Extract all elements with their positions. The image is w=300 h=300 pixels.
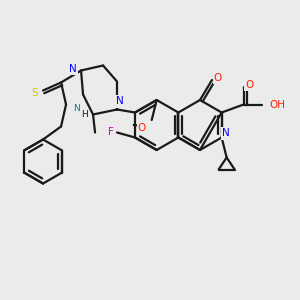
Text: N: N [116, 97, 124, 106]
Text: H: H [81, 110, 87, 119]
Text: O: O [138, 123, 146, 133]
Text: N: N [73, 104, 80, 113]
Text: O: O [245, 80, 254, 89]
Text: N: N [69, 64, 77, 74]
Text: F: F [108, 128, 114, 137]
Text: OH: OH [270, 100, 286, 110]
Text: S: S [32, 88, 38, 98]
Text: O: O [214, 73, 222, 83]
Text: N: N [222, 128, 230, 139]
